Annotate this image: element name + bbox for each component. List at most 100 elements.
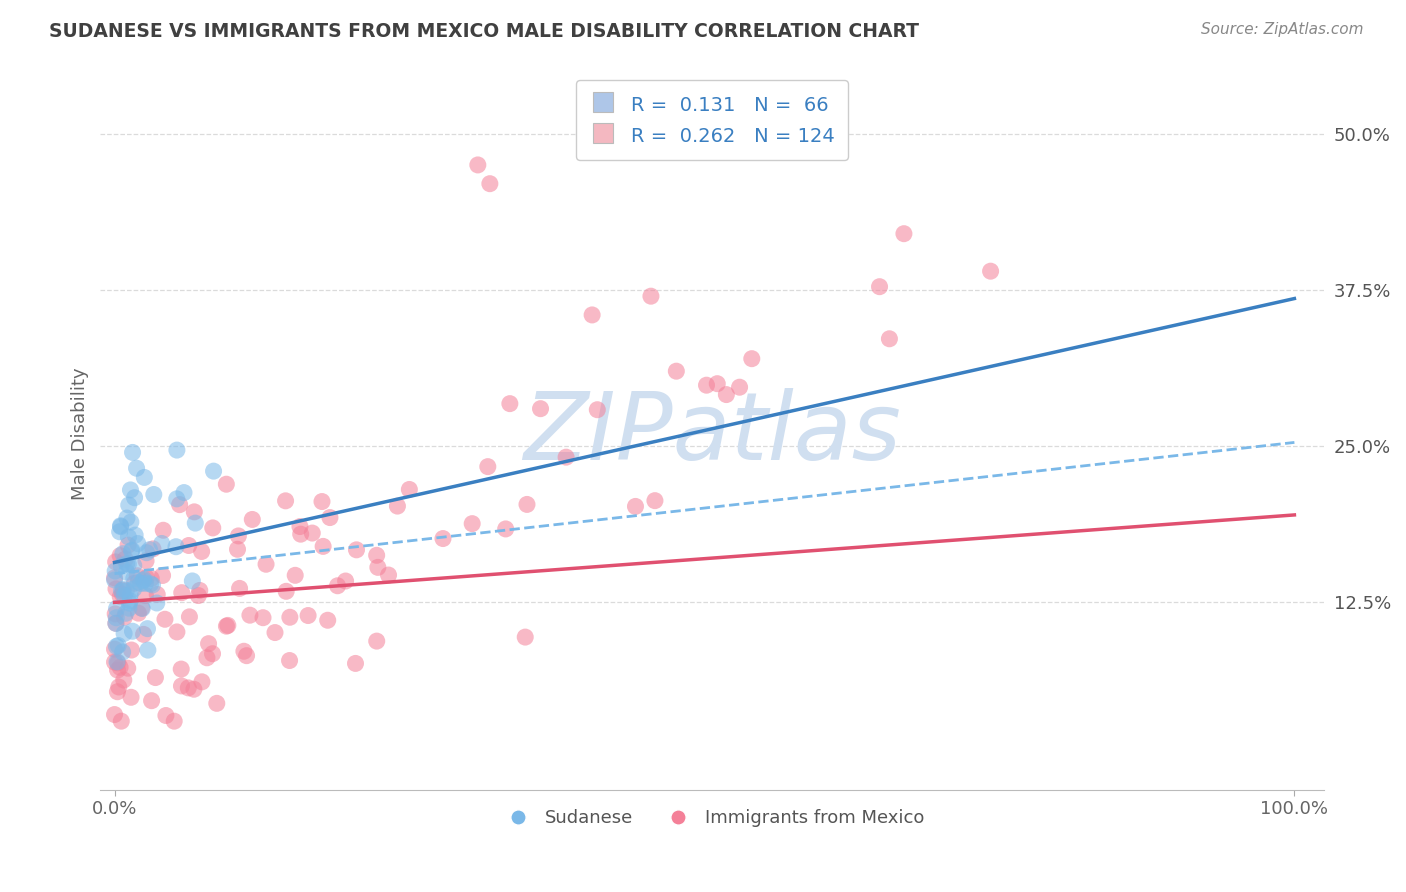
Point [135, 571, 157, 585]
Point [120, 588, 142, 602]
Point [366, 549, 388, 563]
Point [139, 577, 162, 591]
Point [121, 643, 143, 657]
Point [108, 549, 131, 563]
Point [181, 574, 204, 588]
Point [665, 364, 688, 378]
Point [150, 536, 173, 550]
Point [177, 681, 200, 695]
Point [177, 539, 200, 553]
Point [105, 601, 128, 615]
Point [103, 642, 125, 657]
Point [132, 627, 155, 641]
Point [264, 625, 287, 640]
Point [398, 483, 420, 497]
Point [516, 498, 538, 512]
Point [716, 387, 738, 401]
Point [141, 694, 163, 708]
Point [197, 637, 219, 651]
Point [105, 640, 128, 654]
Point [111, 587, 134, 601]
Point [278, 654, 301, 668]
Point [166, 443, 188, 458]
Point [170, 662, 193, 676]
Point [290, 527, 312, 541]
Point [121, 543, 143, 558]
Point [118, 498, 141, 512]
Point [108, 524, 131, 539]
Point [112, 626, 135, 640]
Point [288, 519, 311, 533]
Point [120, 515, 142, 529]
Point [142, 487, 165, 501]
Point [432, 532, 454, 546]
Point [117, 538, 139, 552]
Point [276, 584, 298, 599]
Point [215, 619, 238, 633]
Point [377, 568, 399, 582]
Point [114, 610, 136, 624]
Point [297, 608, 319, 623]
Point [499, 397, 522, 411]
Point [135, 554, 157, 568]
Point [129, 576, 152, 591]
Point [110, 559, 132, 574]
Point [284, 568, 307, 582]
Point [190, 544, 212, 558]
Point [134, 589, 156, 603]
Text: ZIPatlas: ZIPatlas [523, 388, 901, 479]
Point [120, 483, 142, 497]
Point [110, 518, 132, 533]
Point [274, 493, 297, 508]
Point [467, 158, 489, 172]
Point [131, 601, 153, 615]
Point [155, 708, 177, 723]
Point [103, 573, 125, 587]
Point [529, 401, 551, 416]
Point [319, 510, 342, 524]
Text: Source: ZipAtlas.com: Source: ZipAtlas.com [1201, 22, 1364, 37]
Point [112, 589, 135, 603]
Point [136, 622, 159, 636]
Point [103, 707, 125, 722]
Point [495, 522, 517, 536]
Point [741, 351, 763, 366]
Point [124, 491, 146, 505]
Point [312, 540, 335, 554]
Point [127, 575, 149, 590]
Point [135, 546, 157, 560]
Point [114, 552, 136, 566]
Point [104, 582, 127, 596]
Point [179, 610, 201, 624]
Point [115, 565, 138, 579]
Point [105, 611, 128, 625]
Point [104, 555, 127, 569]
Legend: Sudanese, Immigrants from Mexico: Sudanese, Immigrants from Mexico [492, 802, 932, 834]
Point [311, 494, 333, 508]
Point [152, 568, 174, 582]
Point [111, 645, 134, 659]
Point [387, 499, 409, 513]
Point [115, 583, 138, 598]
Point [879, 332, 901, 346]
Point [166, 491, 188, 506]
Point [108, 660, 131, 674]
Point [195, 650, 218, 665]
Point [146, 596, 169, 610]
Point [112, 673, 135, 687]
Point [117, 557, 139, 571]
Point [153, 612, 176, 626]
Point [115, 557, 138, 571]
Point [124, 576, 146, 591]
Point [254, 558, 277, 572]
Point [110, 714, 132, 728]
Point [117, 661, 139, 675]
Point [122, 558, 145, 573]
Point [346, 542, 368, 557]
Point [127, 536, 149, 550]
Point [163, 714, 186, 728]
Point [105, 655, 128, 669]
Point [134, 576, 156, 591]
Point [127, 568, 149, 582]
Point [122, 582, 145, 596]
